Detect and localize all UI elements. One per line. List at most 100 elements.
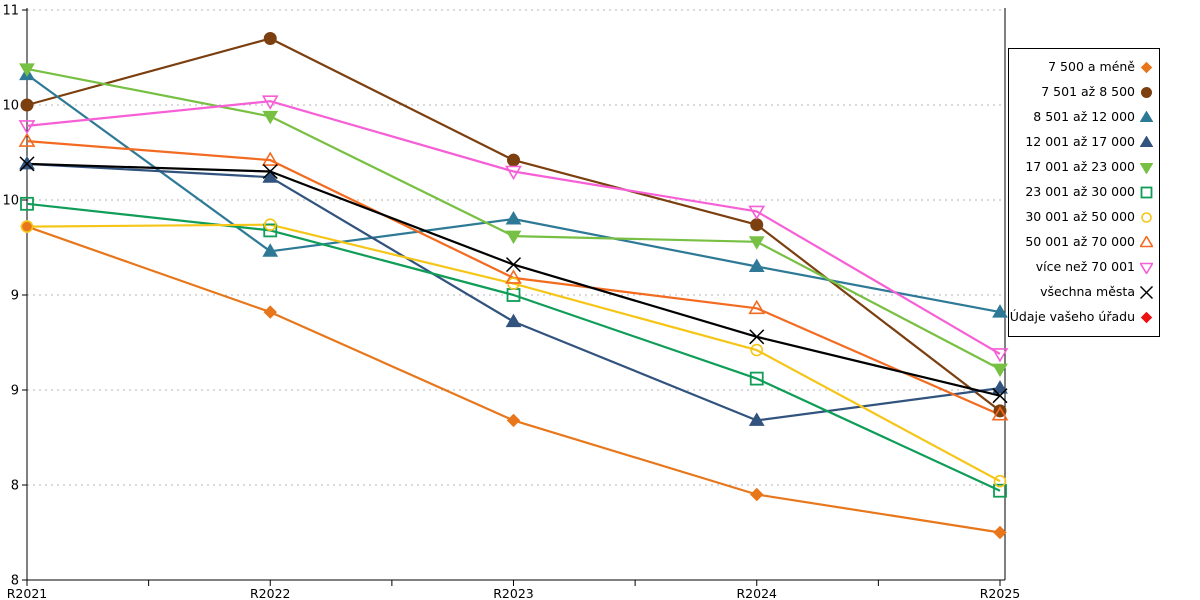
- data-point-marker: [262, 163, 278, 180]
- data-point-marker: [992, 304, 1008, 318]
- data-point-marker: [262, 169, 279, 183]
- data-point-marker: [991, 406, 1009, 421]
- data-point-marker: [20, 196, 34, 211]
- data-point-marker: [20, 98, 34, 112]
- data-point-marker: [749, 371, 764, 386]
- legend-item-2[interactable]: 8 501 až 12 000: [1015, 105, 1153, 130]
- legend-marker-square-open-icon: [1140, 186, 1153, 199]
- data-point-marker: [261, 151, 279, 166]
- x-axis-ticks: R2021 R2022 R2023 R2024 R2025: [7, 580, 1021, 600]
- chart-series: [26, 202, 1001, 492]
- data-point-marker: [1140, 163, 1153, 174]
- data-point-marker: [505, 211, 522, 225]
- legend-item-label: všechna města: [1040, 284, 1135, 300]
- series-markers: [18, 132, 1009, 421]
- data-point-marker: [262, 110, 279, 125]
- data-point-marker: [991, 348, 1009, 363]
- legend-item-label: 30 001 až 50 000: [1025, 209, 1135, 225]
- legend-marker-x-cross-icon: [1140, 286, 1153, 299]
- data-point-marker: [748, 258, 765, 272]
- series-markers: [19, 63, 1008, 378]
- data-point-marker: [505, 313, 522, 328]
- data-point-marker: [1141, 87, 1152, 98]
- data-point-marker: [1140, 61, 1153, 74]
- legend-item-5[interactable]: 23 001 až 30 000: [1015, 180, 1153, 205]
- legend-marker-diamond-filled-red-icon: [1140, 311, 1153, 324]
- data-point-marker: [263, 32, 277, 45]
- data-point-marker: [505, 165, 522, 181]
- data-point-marker: [1140, 262, 1153, 274]
- legend-marker-circle-filled-icon: [1140, 86, 1153, 99]
- legend-marker-diamond-filled-icon: [1140, 61, 1153, 74]
- y-tick-label: 8: [11, 574, 19, 589]
- legend-item-6[interactable]: 30 001 až 50 000: [1015, 205, 1153, 230]
- data-point-marker: [506, 413, 521, 428]
- data-point-marker: [263, 218, 277, 231]
- y-tick-label: 8: [11, 479, 19, 494]
- data-point-marker: [263, 305, 277, 319]
- series-markers: [18, 95, 1009, 363]
- chart-series: [26, 223, 1001, 483]
- data-point-marker: [263, 223, 278, 238]
- series-markers: [19, 156, 1008, 404]
- data-point-marker: [1140, 111, 1153, 122]
- legend-item-7[interactable]: 50 001 až 70 000: [1015, 230, 1153, 255]
- data-point-marker: [748, 236, 765, 250]
- data-point-marker: [505, 257, 522, 273]
- x-tick-label: R2025: [980, 586, 1021, 600]
- y-tick-label: 11: [2, 4, 19, 19]
- data-point-marker: [507, 153, 520, 167]
- series-markers: [20, 219, 1007, 540]
- y-tick-label: 10: [2, 99, 19, 114]
- data-point-marker: [1141, 212, 1152, 223]
- data-point-marker: [748, 412, 765, 426]
- legend-marker-triangle-down-open-icon: [1140, 261, 1153, 274]
- series-line: [26, 100, 1001, 355]
- legend-item-4[interactable]: 17 001 až 23 000: [1015, 155, 1153, 180]
- legend-item-3[interactable]: 12 001 až 17 000: [1015, 130, 1153, 155]
- legend-marker-triangle-down-filled-icon: [1140, 161, 1153, 174]
- chart-series: [26, 162, 1001, 397]
- data-point-marker: [261, 95, 279, 110]
- x-tick-label: R2024: [737, 586, 778, 600]
- data-point-marker: [262, 243, 279, 257]
- series-line: [26, 223, 1001, 483]
- data-point-marker: [18, 120, 36, 135]
- data-point-marker: [993, 474, 1007, 488]
- chart-series: [26, 100, 1001, 355]
- x-tick-label: R2022: [250, 586, 291, 600]
- data-point-marker: [748, 299, 766, 315]
- legend-item-label: 12 001 až 17 000: [1025, 134, 1135, 150]
- data-point-marker: [993, 483, 1007, 498]
- data-point-marker: [1140, 136, 1153, 147]
- data-point-marker: [1140, 186, 1153, 199]
- chart-legend: 7 500 a méně 7 501 až 8 500 8 501 až 12 …: [1008, 48, 1160, 337]
- data-point-marker: [992, 380, 1008, 394]
- legend-marker-triangle-up-filled-icon: [1140, 111, 1153, 124]
- data-point-marker: [505, 230, 522, 245]
- legend-item-0[interactable]: 7 500 a méně: [1015, 55, 1153, 80]
- legend-item-label: více než 70 001: [1035, 259, 1135, 275]
- line-chart-plot: 11 10 10 9 9 8 8 R2021 R2022 R2023 R2024 R2025: [2, 4, 1021, 600]
- legend-marker-triangle-up-filled-dark-icon: [1140, 136, 1153, 149]
- legend-item-9[interactable]: všechna města: [1015, 280, 1153, 305]
- legend-item-label: 23 001 až 30 000: [1025, 184, 1135, 200]
- data-point-marker: [750, 218, 764, 232]
- data-point-marker: [750, 343, 764, 357]
- data-point-marker: [1140, 286, 1153, 299]
- data-point-marker: [993, 525, 1007, 540]
- y-tick-label: 9: [11, 289, 19, 304]
- legend-item-1[interactable]: 7 501 až 8 500: [1015, 80, 1153, 105]
- data-point-marker: [1140, 236, 1153, 248]
- legend-item-label: 50 001 až 70 000: [1025, 234, 1135, 250]
- legend-item-label: 8 501 až 12 000: [1033, 109, 1135, 125]
- legend-item-10[interactable]: Údaje vašeho úřadu: [1010, 305, 1153, 330]
- series-line: [26, 162, 1001, 397]
- data-point-marker: [748, 205, 766, 220]
- data-point-marker: [505, 269, 522, 284]
- legend-item-8[interactable]: více než 70 001: [1015, 255, 1153, 280]
- y-axis-ticks: 11 10 10 9 9 8 8: [2, 4, 27, 589]
- data-point-marker: [19, 156, 35, 172]
- legend-marker-circle-open-icon: [1140, 211, 1153, 224]
